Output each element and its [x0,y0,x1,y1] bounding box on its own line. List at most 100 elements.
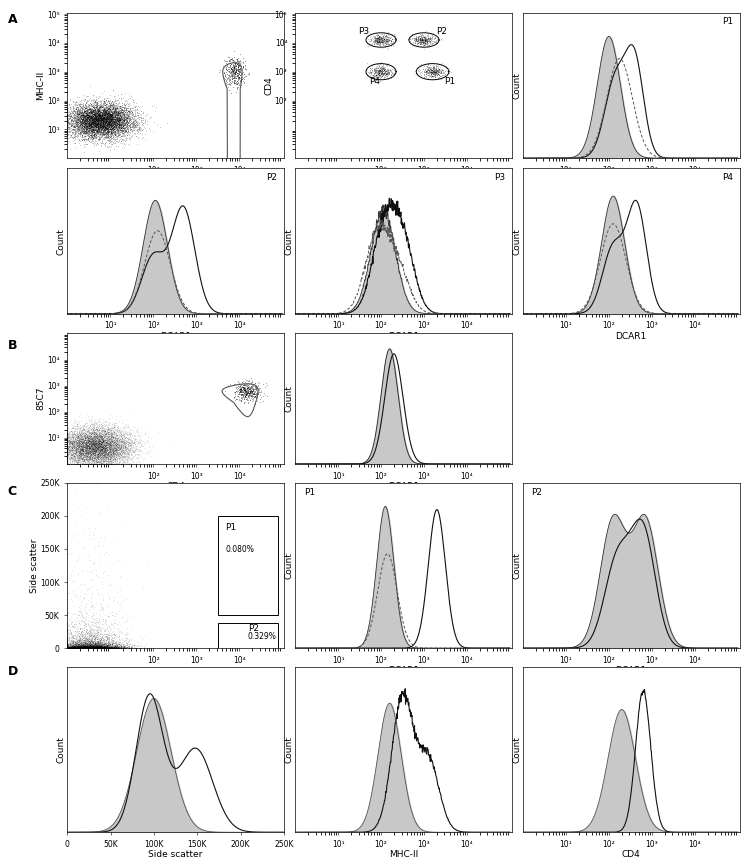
Point [79,442,91,456]
Point [99,108,111,122]
Point [233,67,245,81]
Point [61,586,73,600]
Point [380,63,392,77]
Point [87,450,99,464]
Point [93,457,105,471]
Point [70,441,82,455]
Point [61,639,73,653]
Point [61,436,73,450]
Point [420,34,432,48]
Point [87,92,99,106]
Point [70,638,82,652]
Point [80,641,92,655]
Point [86,105,98,118]
Point [106,109,118,123]
Point [69,641,81,655]
Point [69,641,81,655]
Point [83,441,95,455]
Point [136,111,148,124]
Point [83,451,95,465]
Point [111,641,123,655]
Point [88,125,100,139]
Point [83,134,95,148]
Point [80,641,92,655]
Point [96,457,108,471]
Point [97,117,109,130]
Point [61,641,73,655]
Point [83,122,95,136]
Point [374,33,386,46]
Point [102,430,114,444]
Point [82,104,94,118]
Point [93,429,105,443]
Point [94,641,106,655]
Point [90,107,102,121]
Point [70,641,82,655]
Point [78,641,90,655]
Point [102,125,114,139]
Point [93,439,105,453]
Point [79,436,91,450]
Point [69,447,81,461]
Point [90,444,102,457]
Point [87,457,99,471]
Point [379,68,391,82]
Point [72,440,84,454]
Point [93,433,105,447]
Point [74,641,86,655]
Point [81,607,93,621]
Point [374,62,386,76]
Point [114,445,125,459]
Point [78,641,90,655]
Point [78,641,90,655]
Point [96,106,108,119]
Point [103,426,115,439]
Point [61,624,73,637]
Point [78,641,90,655]
Point [105,456,117,470]
Point [69,439,81,453]
Point [72,115,84,129]
Point [110,418,122,432]
Point [79,640,91,654]
Point [90,106,102,120]
Point [90,637,102,651]
Point [114,441,125,455]
Point [123,434,134,448]
Point [72,112,84,125]
Point [106,641,118,655]
Point [134,126,146,140]
Point [114,116,125,130]
Point [93,436,105,450]
Point [117,112,128,125]
Point [78,450,90,463]
Point [75,106,87,119]
Point [84,641,96,655]
Point [95,125,107,139]
Point [66,420,78,434]
Point [99,447,111,461]
Point [61,456,73,470]
Point [234,62,246,76]
Point [85,641,97,655]
Point [106,641,118,655]
Point [96,641,108,655]
Point [79,641,91,655]
Point [90,641,102,655]
Point [111,436,123,450]
Point [111,445,123,459]
Point [61,619,73,632]
Point [99,450,111,464]
Point [63,641,75,655]
Point [83,123,95,136]
Point [118,438,130,451]
Point [90,102,102,116]
Point [417,28,429,42]
Point [104,457,116,471]
Point [122,447,134,461]
Point [97,112,109,125]
Point [92,641,104,655]
Point [80,121,92,135]
Point [84,438,96,451]
Point [68,637,80,651]
